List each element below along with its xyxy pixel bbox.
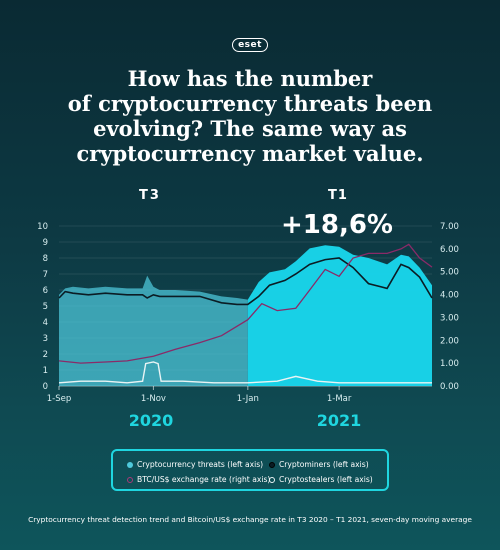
y-left-tick: 8 [43,254,48,264]
y-left-tick: 10 [37,222,48,232]
y-left-tick: 6 [43,286,48,296]
legend-label-miners: Cryptominers (left axis) [279,460,369,469]
y-right-tick: 3.00 [440,313,459,323]
headline-line-2: of cryptocurrency threats been [67,91,433,116]
period-label-t3: T3 [139,188,161,203]
y-right-tick: 5.00 [440,268,459,278]
btc-exchange-rate-line [58,243,433,364]
legend-marker-btc [127,476,133,483]
y-left-tick: 2 [43,350,48,360]
year-label-2020: 2020 [129,411,174,430]
y-left-tick: 1 [43,366,48,376]
y-left-tick: 4 [43,318,48,328]
threats-area-t1 [247,245,432,386]
legend-label-btc: BTC/US$ exchange rate (right axis) [137,475,271,484]
cryptominers-line [58,257,433,306]
legend-marker-threats [127,461,133,468]
headline-line-4: cryptocurrency market value. [76,141,424,166]
threats-area-t3 [59,275,248,386]
legend-label-stealers: Cryptostealers (left axis) [279,475,373,484]
y-right-tick: 2.00 [440,336,459,346]
y-left-tick: 5 [43,302,48,312]
y-left-tick: 9 [43,238,48,248]
x-tick-label: 1-Nov [141,394,166,404]
y-left-tick: 7 [43,270,48,280]
headline-line-3: evolving? The same way as [93,116,407,141]
period-label-t1: T1 [328,188,348,203]
y-right-tick: 1.00 [440,359,459,369]
y-right-tick: 4.00 [440,291,459,301]
legend-item-miners: Cryptominers (left axis) [269,460,369,469]
y-right-tick: 0.00 [440,382,459,392]
legend-item-threats: Cryptocurrency threats (left axis) [127,460,263,469]
legend-marker-miners [269,461,275,468]
legend-marker-stealers [269,476,275,483]
legend-label-threats: Cryptocurrency threats (left axis) [137,460,264,469]
change-annotation: +18,6% [281,210,393,240]
legend: Cryptocurrency threats (left axis) Crypt… [111,449,389,491]
y-left-tick: 0 [43,382,48,392]
y-right-tick: 6.00 [440,245,459,255]
threat-trend-chart: T3 T1 +18,6% 0 1 2 3 4 5 6 7 8 9 10 0.00 1.00 2.00 3.00 4.… [37,188,459,430]
y-left-tick: 3 [43,334,48,344]
x-tick-label: 1-Mar [327,394,352,404]
headline: How has the number of cryptocurrency thr… [20,66,480,166]
cryptostealers-line [58,361,432,384]
legend-item-btc: BTC/US$ exchange rate (right axis) [127,475,270,484]
x-tick-label: 1-Sep [47,394,72,404]
headline-line-1: How has the number [127,66,373,91]
footer-caption: Cryptocurrency threat detection trend an… [28,515,472,524]
y-right-tick: 7.00 [440,222,459,232]
legend-item-stealers: Cryptostealers (left axis) [269,475,373,484]
x-tick-label: 1-Jan [237,394,259,404]
eset-logo: eset [232,38,268,52]
year-label-2021: 2021 [317,411,362,430]
